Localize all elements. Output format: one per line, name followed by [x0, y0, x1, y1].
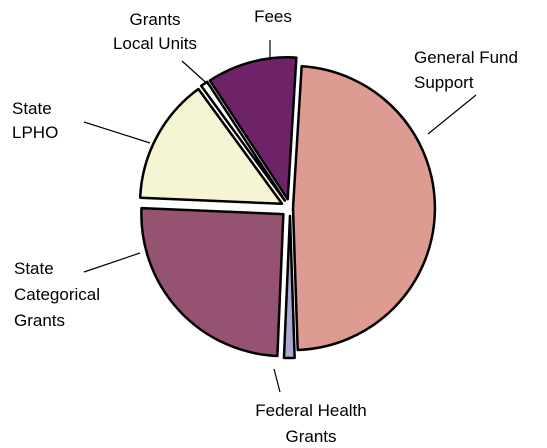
pie-slice-fees	[208, 56, 298, 201]
slice-label-line: Grants	[129, 10, 180, 29]
slice-label-line: Federal Health	[255, 401, 367, 420]
leader-line-general-fund-support	[427, 94, 477, 135]
pie-slices	[138, 56, 437, 360]
leader-line-state-categorical-grants	[83, 252, 141, 273]
slice-label-state-categorical-grants: State Categorical Grants	[14, 259, 100, 330]
slice-label-line: State	[14, 259, 54, 278]
slice-label-line: Local Units	[113, 34, 197, 53]
slice-label-line: Support	[414, 73, 474, 92]
pie-slice-state-lpho	[138, 87, 284, 205]
leader-line-federal-health-grants	[273, 368, 281, 393]
slice-label-fees: Fees	[254, 7, 292, 26]
slice-label-line: Grants	[285, 427, 336, 446]
slice-label-grants-local-units: Grants Local Units	[113, 10, 197, 53]
slice-label-line: General Fund	[414, 48, 518, 67]
slice-label-federal-health-grants: Federal Health Grants	[255, 401, 367, 446]
pie-slice-federal-health-grants	[282, 214, 296, 360]
pie-slice-grants-local-units	[199, 80, 287, 202]
slice-label-line: Categorical	[14, 285, 100, 304]
slice-label-line: Grants	[14, 311, 65, 330]
pie-slice-general-fund-support	[291, 65, 437, 352]
leader-line-grants-local-units	[181, 60, 213, 89]
leader-line-state-lpho	[83, 121, 151, 144]
leader-lines	[83, 40, 477, 393]
slice-label-line: Fees	[254, 7, 292, 26]
slice-label-state-lpho: State LPHO	[12, 99, 58, 142]
slice-label-line: LPHO	[12, 123, 58, 142]
slice-label-general-fund-support: General Fund Support	[414, 48, 518, 92]
pie-slice-state-categorical-grants	[140, 206, 285, 358]
slice-label-line: State	[12, 99, 52, 118]
